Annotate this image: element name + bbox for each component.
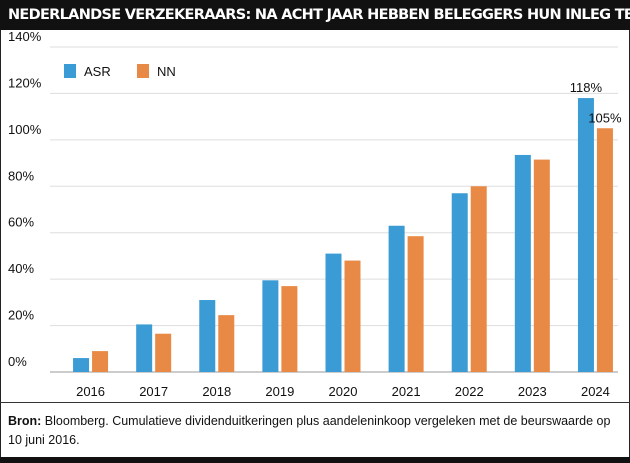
x-tick-label: 2017 — [139, 384, 168, 399]
bar-asr-2019 — [262, 280, 279, 372]
y-tick-label: 120% — [8, 75, 42, 90]
y-tick-label: 100% — [8, 122, 42, 137]
bar-nn-2023 — [533, 159, 550, 372]
bottom-bar — [0, 457, 630, 463]
bar-asr-2018 — [199, 300, 216, 372]
footer-divider — [0, 402, 630, 403]
x-tick-label: 2021 — [392, 384, 421, 399]
bar-nn-2020 — [344, 260, 361, 372]
data-label-nn: 105% — [588, 110, 622, 125]
bar-nn-2022 — [470, 186, 487, 372]
y-tick-label: 40% — [8, 261, 34, 276]
bar-nn-2016 — [92, 351, 109, 372]
y-tick-label: 80% — [8, 168, 34, 183]
source-text: Bloomberg. Cumulatieve dividenduitkering… — [8, 414, 611, 447]
y-tick-label: 0% — [8, 354, 27, 369]
bar-asr-2023 — [514, 154, 531, 372]
x-tick-label: 2023 — [518, 384, 547, 399]
data-labels: 118% 105% — [570, 80, 622, 125]
x-tick-label: 2022 — [455, 384, 484, 399]
legend-swatch-asr — [64, 64, 76, 78]
x-tick-label: 2016 — [76, 384, 105, 399]
bar-nn-2021 — [407, 236, 424, 372]
legend-label-asr: ASR — [84, 64, 111, 79]
x-tick-label: 2019 — [265, 384, 294, 399]
source-note: Bron: Bloomberg. Cumulatieve dividenduit… — [8, 412, 618, 450]
bar-asr-2016 — [73, 358, 90, 372]
legend-swatch-nn — [137, 64, 149, 78]
bar-chart: 0%20%40%60%80%100%120%140% 2016 2017 2018 2… — [8, 29, 622, 399]
legend: ASR NN — [64, 64, 176, 79]
x-tick-label: 2024 — [581, 384, 610, 399]
x-tick-label: 2018 — [202, 384, 231, 399]
bar-nn-2018 — [218, 315, 235, 372]
data-label-asr: 118% — [570, 80, 603, 95]
y-tick-label: 20% — [8, 308, 34, 323]
bar-nn-2019 — [281, 286, 298, 372]
y-tick-label: 60% — [8, 215, 34, 230]
legend-label-nn: NN — [157, 64, 176, 79]
bars — [73, 98, 613, 373]
x-axis-categories: 2016 2017 2018 2019 2020 2021 2022 2023 2024 — [76, 384, 610, 399]
bar-nn-2017 — [155, 333, 172, 372]
bar-asr-2024 — [577, 98, 594, 373]
chart-title: NEDERLANDSE VERZEKERAARS: NA ACHT JAAR H… — [0, 0, 630, 30]
bar-asr-2022 — [451, 193, 468, 372]
source-label: Bron: — [8, 414, 42, 428]
bar-asr-2017 — [136, 324, 153, 372]
bar-asr-2020 — [325, 253, 342, 372]
y-tick-label: 140% — [8, 29, 42, 44]
bar-asr-2021 — [388, 225, 405, 372]
y-axis-ticks: 0% 20% 40% 60% 80% 100% 120% 140% — [8, 29, 42, 369]
bar-nn-2024 — [596, 128, 613, 372]
x-tick-label: 2020 — [329, 384, 358, 399]
